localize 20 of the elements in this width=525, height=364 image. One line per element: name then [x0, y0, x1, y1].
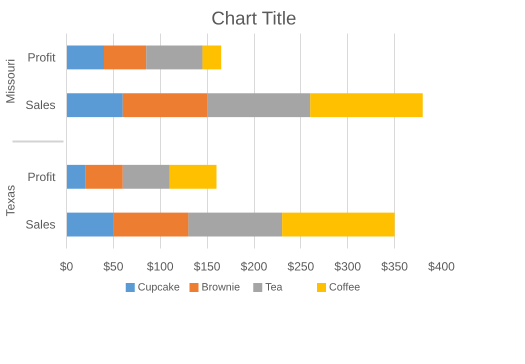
chart-title: Chart Title [211, 8, 296, 28]
legend-label: Coffee [329, 282, 360, 294]
x-tick-label: $200 [240, 260, 268, 274]
x-tick-label: $250 [288, 260, 315, 274]
x-tick-label: $50 [103, 260, 124, 274]
x-tick-label: $350 [381, 260, 408, 274]
x-tick-label: $0 [60, 260, 74, 274]
y-tick-label: Sales [25, 98, 56, 112]
x-tick-label: $150 [194, 260, 221, 274]
y-tick-label: Profit [27, 50, 56, 64]
x-tick-label: $300 [334, 260, 362, 274]
text: Missouri [3, 58, 18, 104]
x-tick-label: $100 [146, 260, 174, 274]
y-tick-label: Sales [25, 218, 56, 232]
x-tick-label: $400 [428, 260, 456, 274]
legend-label: Brownie [202, 282, 240, 294]
legend-label: Cupcake [138, 282, 180, 294]
legend-label: Tea [265, 282, 283, 294]
y-tick-label: Profit [27, 170, 56, 184]
text: Texas [3, 185, 18, 216]
